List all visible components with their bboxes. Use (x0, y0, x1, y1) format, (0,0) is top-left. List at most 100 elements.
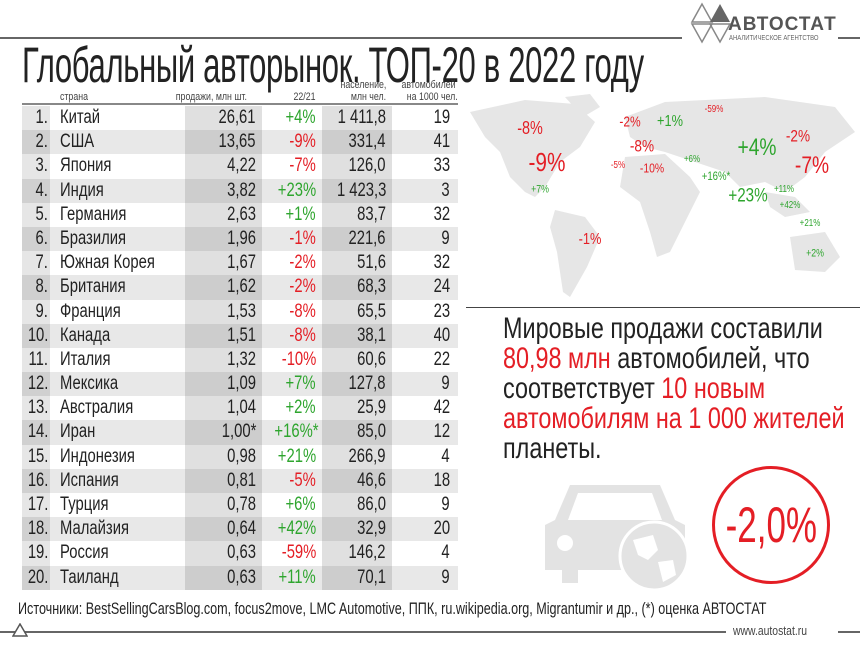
cell-sales: 1,00* (185, 420, 262, 445)
cell-sales-text: 0,78 (227, 494, 256, 515)
cell-cars-per-1000-text: 32 (433, 203, 450, 225)
cell-country: Британия (50, 275, 185, 299)
cell-rank-text: 8. (35, 276, 48, 298)
cell-change: +11% (262, 566, 322, 590)
cell-sales: 1,96 (185, 226, 262, 252)
globe-icon (618, 520, 690, 592)
cell-country-text: Британия (60, 276, 126, 298)
cell-rank: 12. (22, 372, 50, 397)
cell-population: 126,0 (322, 154, 392, 179)
cell-sales: 0,81 (185, 468, 262, 493)
table-row: 3. Япония 4,22 -7% 126,0 33 (22, 154, 458, 179)
cell-country: Индонезия (50, 445, 185, 469)
cell-population-text: 25,9 (357, 397, 386, 419)
cell-cars-per-1000: 9 (392, 493, 458, 517)
cell-cars-per-1000-text: 4 (441, 542, 450, 564)
cell-change: +1% (262, 203, 322, 227)
cell-change-text: -10% (281, 348, 316, 370)
cell-rank: 11. (22, 347, 50, 373)
cell-country: Мексика (50, 372, 185, 396)
cell-change: +23% (262, 179, 322, 203)
cell-cars-per-1000-text: 42 (433, 397, 450, 419)
cell-country-text: Франция (60, 300, 121, 322)
cell-change-text: -9% (289, 131, 316, 153)
map-change-label: -1% (578, 231, 602, 248)
cell-rank: 9. (22, 299, 50, 324)
cell-rank-text: 9. (35, 300, 48, 322)
header-country: страна (60, 91, 88, 103)
logo-subtitle: АНАЛИТИЧЕСКОЕ АГЕНТСТВО (729, 35, 819, 42)
header-change: 22/21 (293, 91, 316, 103)
cell-rank: 18. (22, 517, 50, 542)
table-row: 15. Индонезия 0,98 +21% 266,9 4 (22, 444, 458, 469)
cell-cars-per-1000-text: 41 (433, 131, 450, 153)
map-south-america (550, 210, 600, 297)
cell-change: +6% (262, 493, 322, 517)
cell-rank: 6. (22, 226, 50, 252)
cell-country: Австралия (50, 396, 185, 420)
cell-sales-text: 26,61 (218, 107, 256, 128)
cell-population: 127,8 (322, 372, 392, 397)
cell-change-text: +42% (277, 518, 316, 540)
sources-note: Источники: BestSellingCarsBlog.com, focu… (18, 599, 767, 618)
map-change-label: -7% (794, 152, 830, 179)
cell-sales: 0,98 (185, 444, 262, 469)
cell-change: -2% (262, 251, 322, 275)
cell-country-text: Австралия (60, 397, 134, 419)
cell-country: Иран (50, 420, 185, 444)
map-change-label: +11% (773, 184, 795, 195)
cell-population: 38,1 (322, 323, 392, 348)
map-change-label: -2% (785, 126, 811, 146)
cell-country-text: Германия (60, 203, 127, 225)
cell-country: Япония (50, 154, 185, 178)
cell-rank: 19. (22, 541, 50, 566)
cell-change-text: +16%* (274, 421, 319, 443)
cell-rank: 5. (22, 202, 50, 227)
cell-population: 221,6 (322, 226, 392, 252)
map-australia (790, 232, 840, 272)
cell-population-text: 32,9 (357, 518, 386, 540)
table-row: 19. Россия 0,63 -59% 146,2 4 (22, 541, 458, 566)
cell-country-text: Южная Корея (60, 252, 155, 274)
cell-cars-per-1000: 4 (392, 541, 458, 565)
cell-sales-text: 0,64 (227, 518, 256, 540)
cell-country-text: Россия (60, 542, 109, 564)
table-row: 20. Таиланд 0,63 +11% 70,1 9 (22, 565, 458, 590)
cell-change-text: -2% (289, 276, 316, 298)
cell-country-text: Малайзия (60, 518, 130, 540)
website-link[interactable]: www.autostat.ru (733, 623, 807, 638)
table-row: 13. Австралия 1,04 +2% 25,9 42 (22, 396, 458, 421)
cell-change: -59% (262, 541, 322, 565)
cell-change: -1% (262, 227, 322, 251)
summary-highlight-1: 10 новым (661, 372, 766, 405)
cell-sales: 3,82 (185, 178, 262, 203)
table-row: 16. Испания 0,81 -5% 46,6 18 (22, 468, 458, 493)
cell-change-text: +7% (285, 373, 316, 395)
cell-cars-per-1000: 40 (392, 324, 458, 348)
cell-country-text: Мексика (60, 373, 119, 395)
ranking-table: 1. Китай 26,61 +4% 1 411,8 19 2. США 13,65 -9% 331… (22, 106, 458, 590)
cell-sales-text: 1,96 (227, 227, 256, 249)
summary-line-5: планеты. (503, 432, 602, 465)
cell-rank-text: 15. (27, 445, 49, 467)
cell-cars-per-1000: 22 (392, 348, 458, 372)
cell-rank: 13. (22, 396, 50, 421)
cell-rank: 16. (22, 468, 50, 493)
cell-change: -8% (262, 324, 322, 348)
cell-cars-per-1000-text: 22 (433, 348, 450, 370)
table-row: 5. Германия 2,63 +1% 83,7 32 (22, 202, 458, 227)
table-top-rule (22, 103, 458, 105)
cell-sales-text: 0,81 (227, 469, 256, 491)
summary-highlight-2: автомобилям на 1 000 жителей (503, 402, 845, 435)
cell-cars-per-1000: 20 (392, 517, 458, 541)
page-title: Глобальный авторынок. ТОП-20 в 2022 году (22, 37, 644, 93)
cell-cars-per-1000-text: 32 (433, 252, 450, 274)
cell-change-text: -8% (289, 300, 316, 322)
cell-cars-per-1000-text: 18 (433, 469, 450, 491)
cell-population-text: 126,0 (348, 155, 386, 177)
cell-rank-text: 18. (27, 518, 49, 540)
map-change-label: -5% (610, 160, 626, 171)
cell-population-text: 70,1 (357, 566, 386, 588)
summary-text-3: соответствует (503, 372, 662, 405)
cell-country: Россия (50, 541, 185, 565)
